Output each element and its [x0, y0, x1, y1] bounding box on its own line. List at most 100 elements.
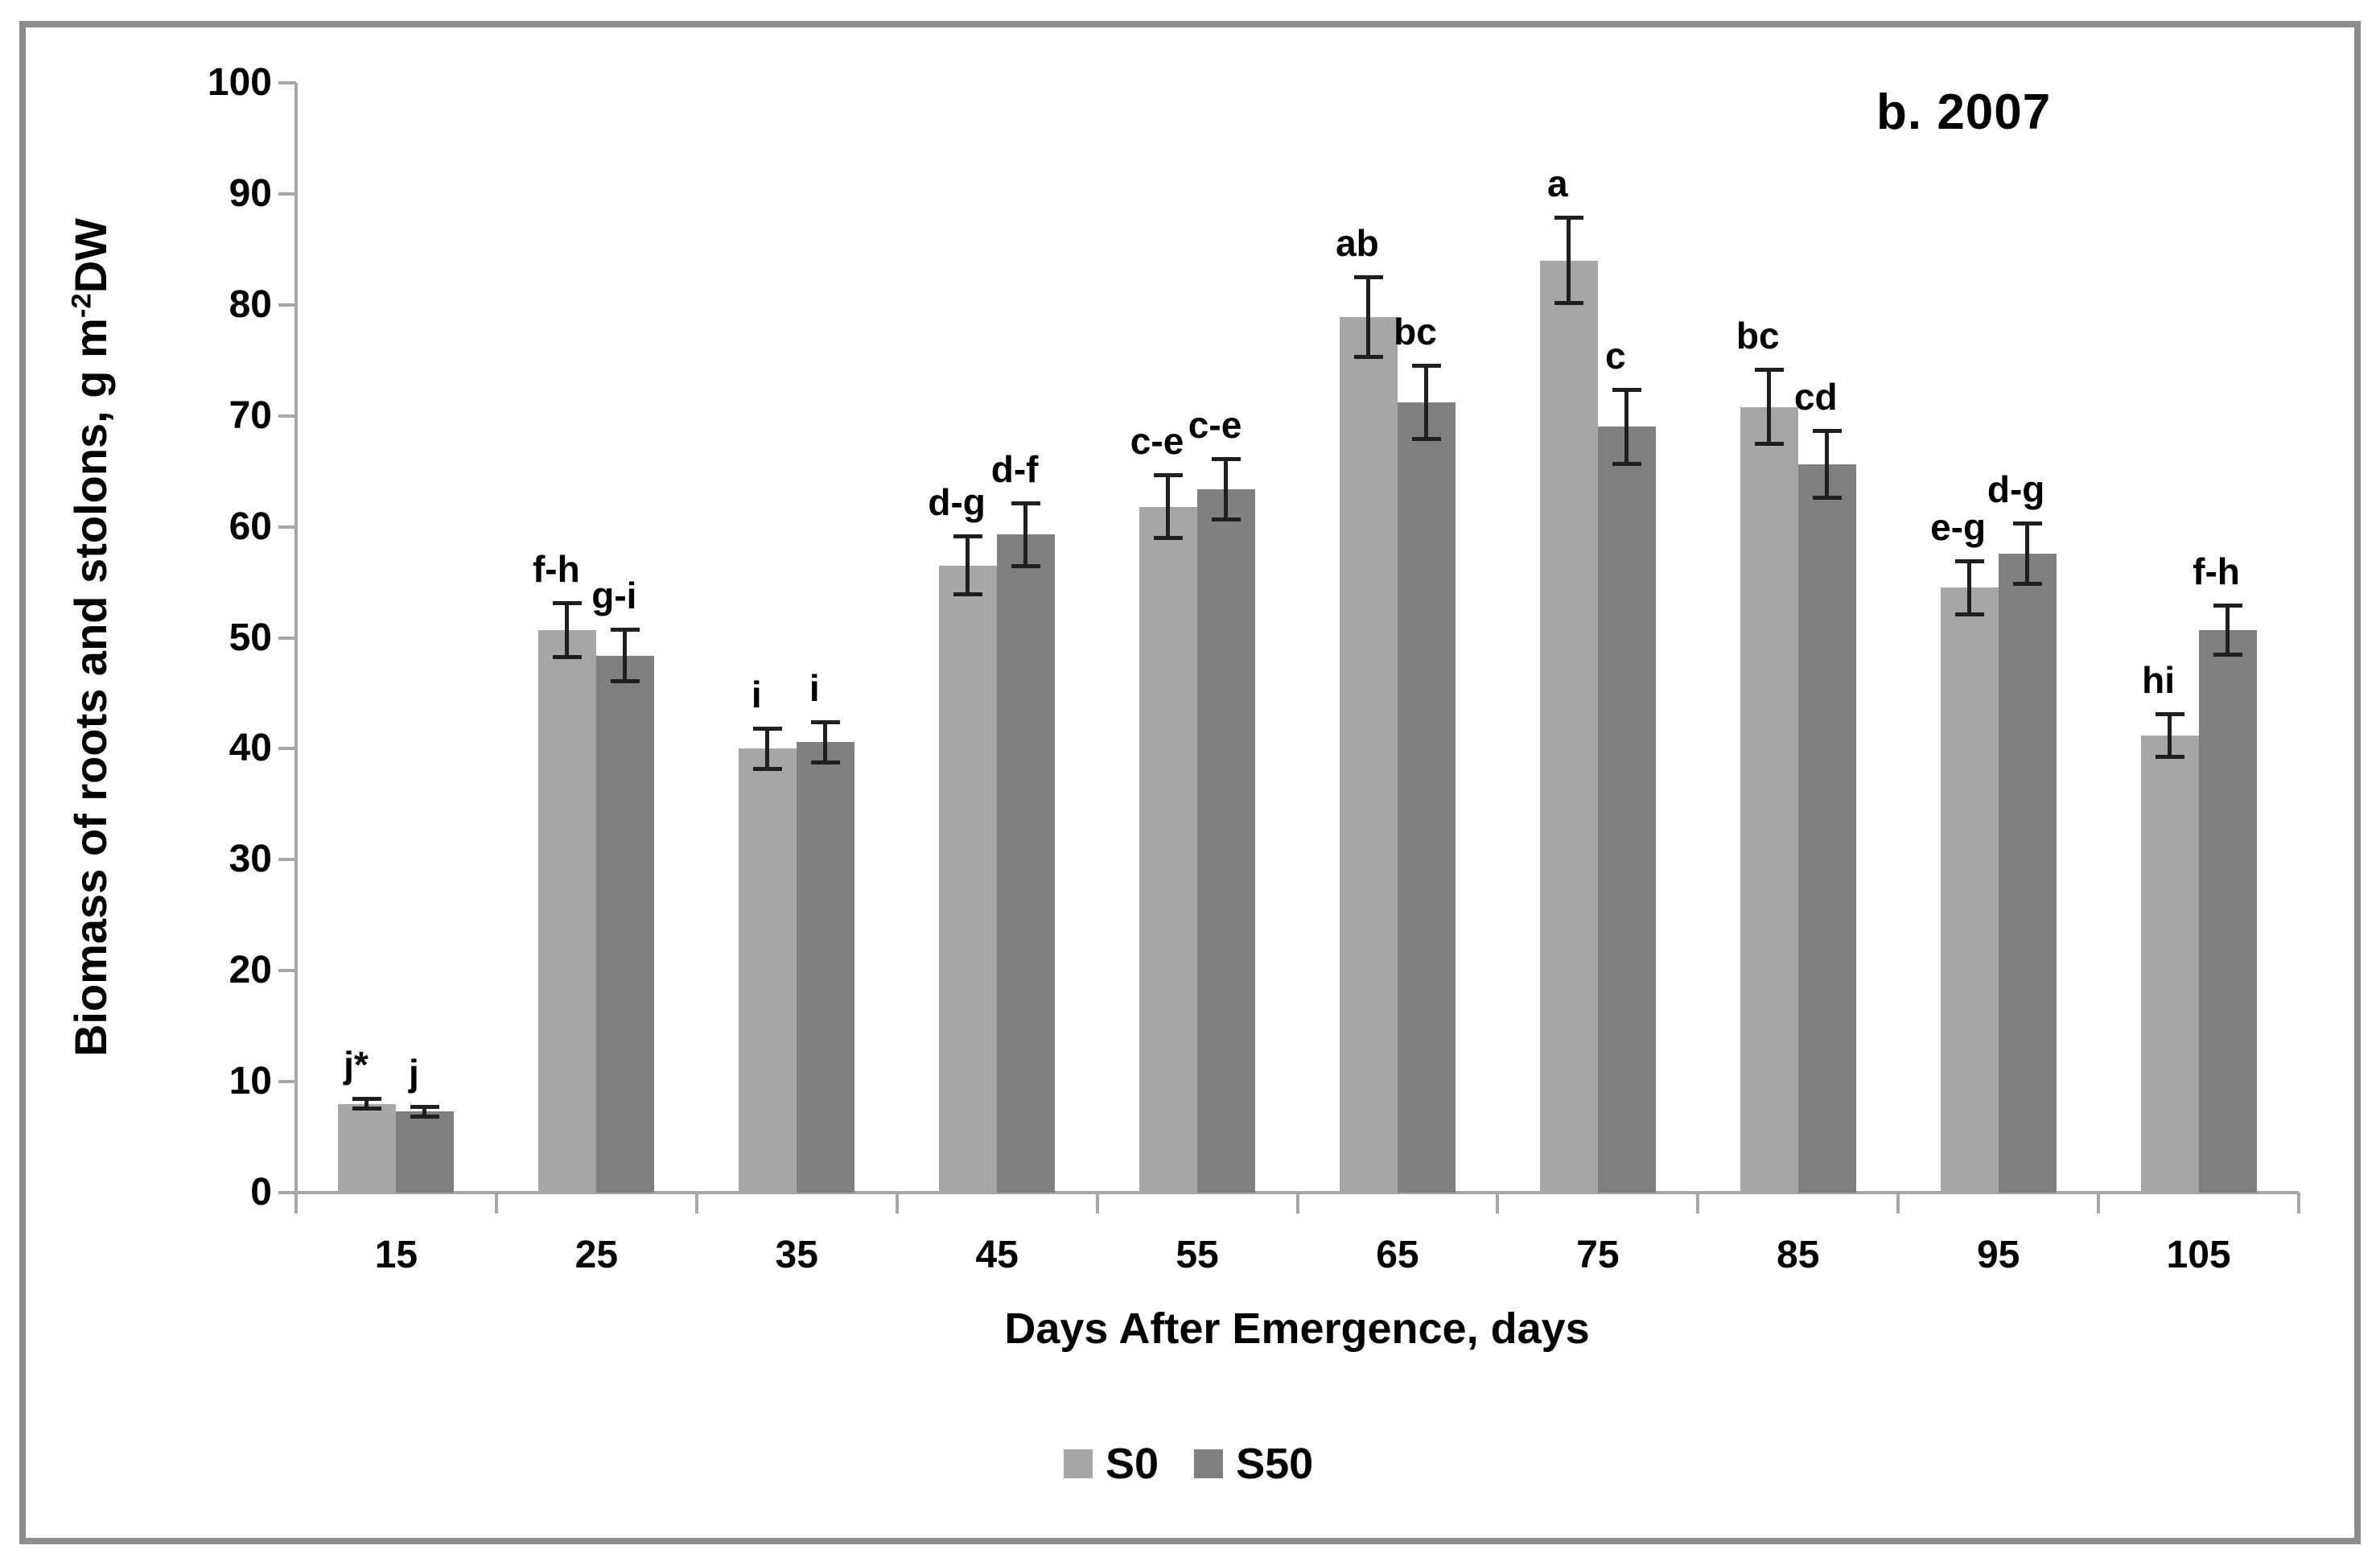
- x-tick-label-105: 105: [2166, 1234, 2231, 1276]
- error-bar-cap-bottom: [1954, 612, 1984, 617]
- error-bar-s50-45: [1011, 501, 1041, 568]
- significance-letter-s50-95: d-g: [1987, 468, 2045, 510]
- x-tick: [1496, 1193, 1500, 1214]
- significance-letter-s0-105: hi: [2142, 658, 2175, 701]
- bar-s0-105: [2140, 735, 2199, 1193]
- error-bar-s0-65: [1353, 274, 1383, 360]
- error-bar-cap-top: [1212, 456, 1241, 461]
- significance-letter-s0-15: j*: [344, 1044, 369, 1086]
- error-bar-cap-bottom: [2155, 754, 2184, 759]
- error-bar-s50-75: [1612, 388, 1641, 466]
- error-bar-line: [1766, 368, 1771, 446]
- error-bar-line: [623, 628, 628, 684]
- error-bar-s50-35: [811, 719, 841, 765]
- x-tick-label-35: 35: [775, 1234, 818, 1276]
- y-axis-title: Biomass of roots and stolons, g m-2DW: [64, 72, 121, 1203]
- x-tick-label-85: 85: [1777, 1234, 1820, 1276]
- error-bar-cap-bottom: [352, 1106, 382, 1111]
- significance-letter-s50-65: bc: [1394, 310, 1437, 352]
- error-bar-line: [1624, 388, 1629, 466]
- bar-s50-85: [1797, 464, 1856, 1193]
- bar-s50-65: [1397, 402, 1456, 1193]
- error-bar-s0-15: [352, 1097, 382, 1111]
- y-tick-label: 60: [229, 505, 272, 548]
- bar-s50-35: [797, 742, 855, 1193]
- legend-swatch-s50: [1194, 1449, 1224, 1478]
- x-axis-line: [278, 1191, 2299, 1194]
- y-tick-label: 100: [207, 61, 272, 104]
- error-bar-line: [1365, 274, 1370, 360]
- error-bar-s0-45: [953, 534, 983, 597]
- error-bar-cap-bottom: [1754, 441, 1784, 446]
- bar-s0-85: [1740, 406, 1798, 1193]
- x-tick-label-55: 55: [1176, 1234, 1219, 1276]
- y-tick-label: 10: [229, 1060, 272, 1103]
- significance-letter-s50-15: j: [409, 1052, 419, 1094]
- bar-s0-95: [1940, 587, 1999, 1193]
- error-bar-line: [2167, 711, 2172, 759]
- significance-letter-s50-105: f-h: [2193, 550, 2240, 592]
- error-bar-s50-25: [611, 628, 640, 684]
- error-bar-cap-top: [2012, 521, 2042, 525]
- error-bar-cap-top: [1154, 473, 1184, 478]
- x-tick: [694, 1193, 698, 1214]
- y-tick-label: 70: [229, 394, 272, 437]
- significance-letter-s0-95: e-g: [1930, 505, 1987, 548]
- y-tick: [278, 303, 296, 307]
- x-axis-title: Days After Emergence, days: [1004, 1304, 1590, 1353]
- error-bar-cap-top: [753, 726, 783, 731]
- y-tick: [278, 1080, 296, 1084]
- y-tick-label: 90: [229, 171, 272, 215]
- error-bar-cap-bottom: [753, 766, 783, 771]
- bar-s50-45: [997, 534, 1056, 1193]
- y-tick: [278, 192, 296, 196]
- error-bar-s50-95: [2012, 521, 2042, 586]
- x-tick-label-75: 75: [1576, 1234, 1620, 1276]
- error-bar-line: [765, 726, 770, 771]
- error-bar-line: [1423, 363, 1428, 442]
- error-bar-cap-bottom: [2213, 652, 2242, 657]
- y-tick-label: 40: [229, 727, 272, 770]
- legend-item-s0: S0: [1064, 1442, 1159, 1486]
- error-bar-s50-85: [1812, 429, 1842, 501]
- x-tick: [1095, 1193, 1099, 1214]
- bar-s0-75: [1539, 260, 1598, 1193]
- significance-letter-s0-65: ab: [1336, 221, 1379, 264]
- error-bar-line: [422, 1105, 427, 1119]
- error-bar-line: [1166, 473, 1171, 541]
- significance-letter-s50-45: d-f: [990, 447, 1039, 490]
- error-bar-s0-85: [1754, 368, 1784, 446]
- error-bar-line: [2024, 521, 2029, 586]
- error-bar-cap-top: [1812, 429, 1842, 434]
- bar-s0-35: [739, 748, 797, 1193]
- error-bar-s0-95: [1954, 558, 1984, 617]
- y-tick: [278, 525, 296, 529]
- error-bar-s0-35: [753, 726, 783, 771]
- x-tick: [1696, 1193, 1700, 1214]
- error-bar-line: [1023, 501, 1028, 568]
- bar-s50-95: [1998, 553, 2057, 1193]
- y-tick: [278, 636, 296, 640]
- x-tick: [2097, 1193, 2101, 1214]
- bar-s0-15: [338, 1103, 397, 1193]
- error-bar-cap-top: [811, 719, 841, 724]
- error-bar-cap-bottom: [1554, 300, 1583, 305]
- error-bar-cap-top: [1554, 216, 1583, 220]
- y-tick-label: 20: [229, 949, 272, 992]
- error-bar-cap-top: [2155, 711, 2184, 716]
- y-tick: [278, 858, 296, 862]
- x-tick: [1896, 1193, 1900, 1214]
- x-tick: [895, 1193, 899, 1214]
- y-tick-label: 0: [250, 1171, 272, 1214]
- bar-s0-45: [939, 565, 998, 1193]
- error-bar-line: [966, 534, 970, 597]
- error-bar-line: [1966, 558, 1971, 617]
- chart-title: b. 2007: [1876, 84, 2052, 140]
- significance-letter-s0-75: a: [1547, 163, 1568, 205]
- bar-s50-55: [1197, 488, 1256, 1193]
- error-bar-cap-bottom: [1212, 517, 1241, 521]
- error-bar-s0-55: [1154, 473, 1184, 541]
- legend-label-s0: S0: [1106, 1440, 1159, 1488]
- significance-letter-s0-25: f-h: [532, 547, 580, 590]
